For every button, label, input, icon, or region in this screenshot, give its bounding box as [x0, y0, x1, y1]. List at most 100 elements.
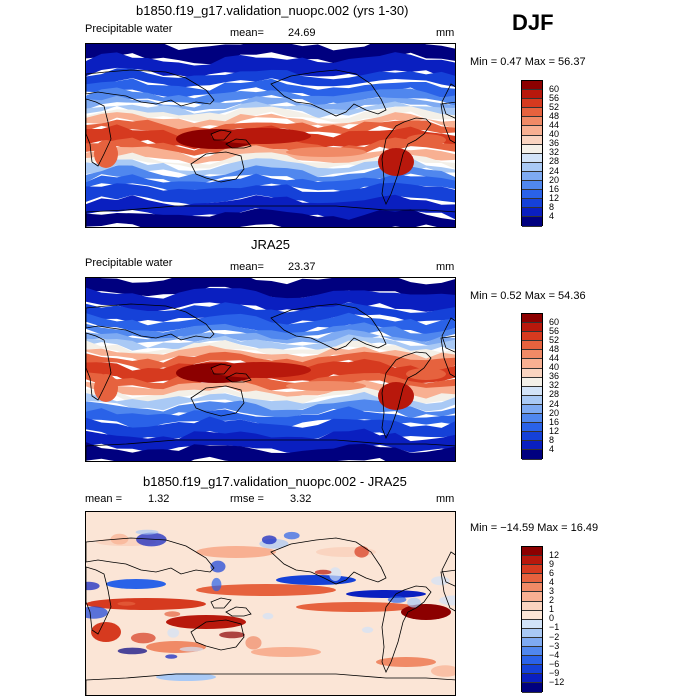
- colorbar-tick-label: −1: [549, 622, 560, 633]
- contour-band: [86, 165, 455, 186]
- moist-region: [378, 382, 414, 410]
- colorbar-swatch: [522, 90, 542, 100]
- panel2-colorbar: [521, 313, 543, 460]
- colorbar-tick-label: 56: [549, 92, 560, 103]
- diff-patch: [86, 606, 108, 619]
- colorbar-tick-label: 20: [549, 174, 560, 185]
- colorbar-swatch: [522, 592, 542, 602]
- panel3-rmse-value: 3.32: [290, 493, 312, 505]
- panel2-map-svg: [86, 278, 455, 461]
- colorbar-tick-label: 36: [549, 138, 560, 149]
- colorbar-swatch: [522, 181, 542, 191]
- colorbar-swatch: [522, 441, 542, 451]
- colorbar-tick-label: 4: [549, 444, 555, 454]
- diff-patch: [314, 569, 332, 575]
- contour-band: [86, 173, 455, 195]
- diff-patch: [117, 601, 136, 606]
- colorbar-tick-label: 20: [549, 407, 560, 418]
- diff-patch: [262, 612, 274, 620]
- diff-patch: [261, 535, 277, 545]
- colorbar-tick-label: 40: [549, 362, 560, 373]
- contour-band: [86, 329, 455, 347]
- colorbar-swatch: [522, 377, 542, 387]
- contour-band: [86, 345, 455, 365]
- diff-patch: [387, 596, 407, 603]
- contour-band: [86, 106, 455, 124]
- colorbar-swatch: [522, 432, 542, 442]
- season-label: DJF: [512, 10, 554, 35]
- coastline: [190, 151, 245, 183]
- colorbar-tick-label: 12: [549, 549, 560, 560]
- panel1-map: [85, 43, 456, 228]
- panel2-units: mm: [436, 261, 455, 273]
- contour-band: [86, 391, 455, 412]
- diff-patch: [135, 529, 159, 535]
- colorbar-swatch: [522, 153, 542, 163]
- colorbar-swatch: [522, 314, 542, 324]
- colorbar-swatch: [522, 162, 542, 172]
- diff-patch: [354, 545, 369, 558]
- coastline: [270, 303, 387, 351]
- coastline: [86, 69, 455, 119]
- panel2-map: [85, 277, 456, 462]
- panel1-variable-label: Precipitable water: [85, 23, 173, 35]
- panel3-rmse-label: rmse =: [230, 493, 264, 505]
- colorbar-tick-label: 32: [549, 380, 560, 391]
- diff-patch: [431, 576, 450, 586]
- moist-region: [286, 147, 366, 157]
- coastline: [86, 205, 455, 227]
- diff-patch: [219, 631, 245, 639]
- coastline: [210, 597, 252, 617]
- diff-region: [196, 546, 276, 558]
- coastline: [86, 537, 455, 587]
- coastline: [86, 98, 455, 167]
- colorbar-swatch: [522, 135, 542, 145]
- diff-patch: [245, 636, 262, 650]
- colorbar-swatch: [522, 423, 542, 433]
- colorbar-tick-label: 28: [549, 389, 560, 400]
- colorbar-tick-label: 36: [549, 371, 560, 382]
- colorbar-swatch: [522, 341, 542, 351]
- panel1-map-svg: [86, 44, 455, 227]
- panel2-mean-value: 23.37: [288, 261, 316, 273]
- colorbar-swatch: [522, 199, 542, 209]
- panel3-title: b1850.f19_g17.validation_nuopc.002 - JRA…: [143, 474, 407, 489]
- coastline: [86, 332, 455, 401]
- moist-region: [94, 374, 118, 402]
- colorbar-swatch: [522, 144, 542, 154]
- panel1-units: mm: [436, 27, 455, 39]
- colorbar-swatch: [522, 683, 542, 693]
- contour-band: [86, 278, 455, 300]
- colorbar-tick-label: 28: [549, 156, 560, 167]
- colorbar-tick-label: 3: [549, 586, 555, 596]
- moist-region: [211, 128, 311, 144]
- contour-band: [86, 442, 455, 461]
- diff-patch: [329, 567, 342, 582]
- colorbar-swatch: [522, 628, 542, 638]
- colorbar-swatch: [522, 81, 542, 91]
- colorbar-tick-label: 32: [549, 147, 560, 158]
- colorbar-tick-label: 16: [549, 183, 560, 194]
- colorbar-tick-label: 1: [549, 604, 555, 615]
- colorbar-swatch: [522, 395, 542, 405]
- colorbar-swatch: [522, 656, 542, 666]
- coastline: [381, 117, 432, 205]
- diff-patch: [130, 632, 156, 644]
- diff-region: [86, 598, 206, 610]
- diff-patch: [86, 581, 100, 591]
- colorbar-tick-label: 6: [549, 567, 555, 578]
- colorbar-swatch: [522, 332, 542, 342]
- moist-region: [378, 148, 414, 176]
- panel3-minmax: Min = −14.59 Max = 16.49: [470, 522, 599, 534]
- contour-band: [86, 182, 455, 206]
- contour-band: [86, 208, 455, 227]
- panel2-title: JRA25: [251, 237, 291, 252]
- contour-band: [86, 87, 455, 107]
- colorbar-swatch: [522, 601, 542, 611]
- coastline: [86, 303, 455, 353]
- contour-band: [86, 112, 455, 130]
- diff-patch: [430, 665, 455, 677]
- colorbar-tick-label: −6: [549, 658, 560, 669]
- contour-band: [86, 68, 455, 89]
- colorbar-tick-label: 52: [549, 101, 560, 112]
